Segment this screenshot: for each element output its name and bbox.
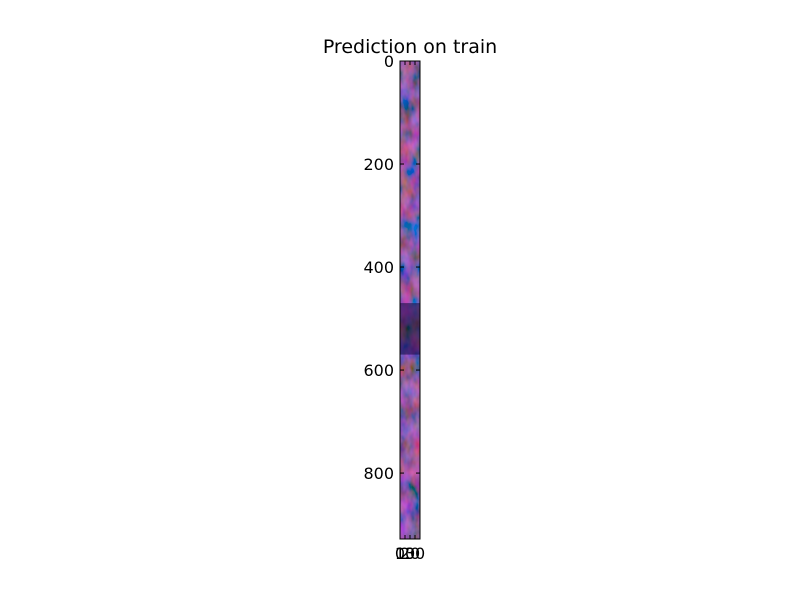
heatmap-dark-band [400,303,420,355]
x-tick-label: 20 [400,544,420,563]
axes-frame [399,60,421,540]
x-tick-label: 0 [395,544,405,563]
y-tick-label: 600 [363,361,394,380]
y-tick-label: 200 [363,155,394,174]
y-tick-label: 800 [363,464,394,483]
y-tick-label: 400 [363,258,394,277]
x-tick-label: 30 [405,544,425,563]
y-tick-label: 0 [384,52,394,71]
x-tick-label: 10 [395,544,415,563]
heatmap-image [400,61,420,539]
heatmap-texture [400,61,420,539]
chart-title: Prediction on train [323,36,497,58]
y-axis: 0 200 400 600 800 [363,52,420,483]
